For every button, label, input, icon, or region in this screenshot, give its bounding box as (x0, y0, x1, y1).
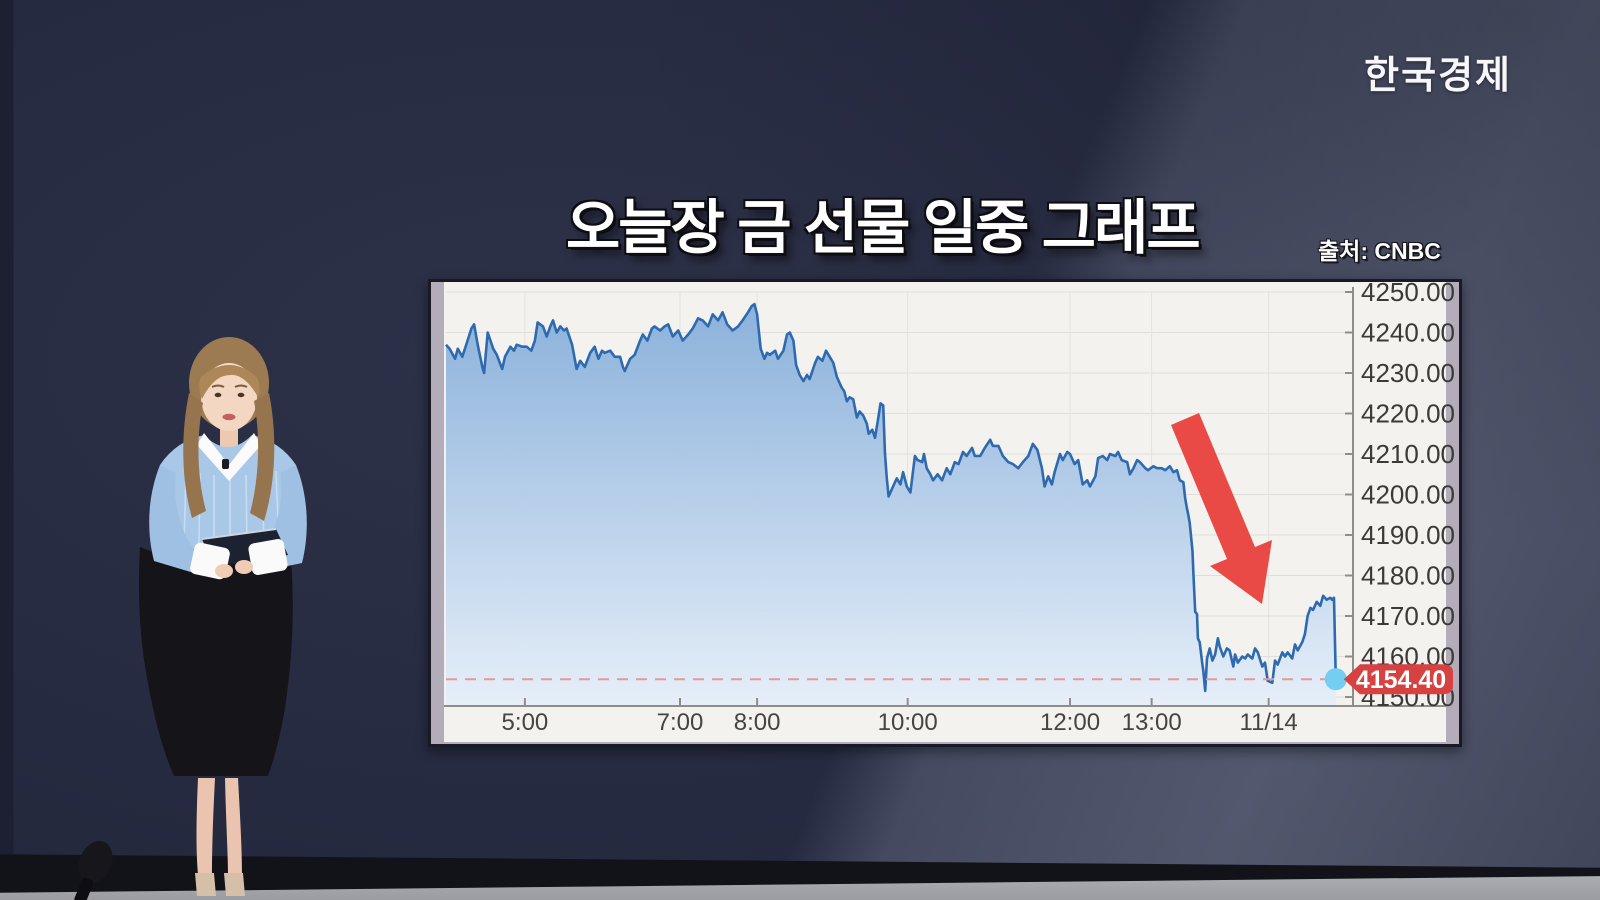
chart-panel: 4250.00 4240.00 4230.00 4220.00 4210.00 4200.… (428, 279, 1462, 747)
headline-title: 오늘장 금 선물 일중 그래프 (566, 195, 1201, 261)
price-line (445, 302, 1338, 693)
source-label: 출처: CNBC (1318, 238, 1441, 264)
x-tick-label: 5:00 (502, 709, 549, 736)
y-tick-label: 4230.00 (1361, 358, 1455, 388)
presenter-hair-fringe (199, 365, 260, 399)
presenter-left-arm (149, 465, 198, 573)
presenter-right-leg (225, 778, 242, 875)
x-tick-label: 11/14 (1240, 709, 1298, 736)
channel-logo: 한국경제 (1364, 55, 1512, 97)
last-price-dot (1324, 668, 1347, 691)
y-tick-label: 4240.00 (1361, 318, 1455, 348)
presenter-neck (220, 427, 238, 447)
y-tick-label: 4180.00 (1361, 561, 1455, 591)
presenter-right-shoe (224, 873, 245, 896)
last-price-tag-label: 4154.40 (1356, 666, 1446, 694)
price-area-fill (446, 304, 1336, 706)
presenter-hair-strand-right (250, 393, 275, 521)
presenter-skirt (138, 547, 293, 776)
y-tick-label: 4190.00 (1361, 520, 1455, 550)
presenter-face-features (211, 384, 248, 421)
y-tick-label: 4170.00 (1361, 601, 1455, 631)
y-tick-label: 4200.00 (1361, 480, 1455, 510)
presenter-left-shoe (195, 873, 216, 896)
down-arrow-annotation (1171, 413, 1272, 604)
y-tick-label: 4220.00 (1361, 399, 1455, 429)
x-tick-label: 13:00 (1122, 709, 1182, 736)
presenter-left-hand (215, 564, 233, 578)
floor-microphone (74, 841, 113, 900)
chart-frame-outline (428, 279, 1462, 747)
x-tick-label: 8:00 (734, 709, 781, 736)
axis-tick-labels: 4250.00 4240.00 4230.00 4220.00 4210.00 4200.… (502, 279, 1455, 736)
presenter-right-hand (235, 560, 253, 574)
lavalier-mic-icon (222, 459, 229, 469)
presenter-hair-strand-left (183, 393, 206, 518)
y-tick-label: 4210.00 (1361, 439, 1455, 469)
y-tick-label: 4250.00 (1361, 279, 1455, 307)
presenter-right-cuff (248, 539, 288, 575)
last-price-tag: 4154.40 (1343, 664, 1453, 695)
x-tick-label: 12:00 (1040, 709, 1100, 736)
x-tick-label: 7:00 (657, 709, 704, 736)
gold-futures-intraday-chart: 4250.00 4240.00 4230.00 4220.00 4210.00 4200.… (428, 279, 1462, 747)
x-tick-label: 10:00 (878, 709, 938, 736)
axis-ticks (523, 291, 1353, 706)
presenter-illustration (138, 337, 307, 896)
presenter-collar (197, 433, 261, 481)
presenter-left-leg (196, 778, 215, 875)
